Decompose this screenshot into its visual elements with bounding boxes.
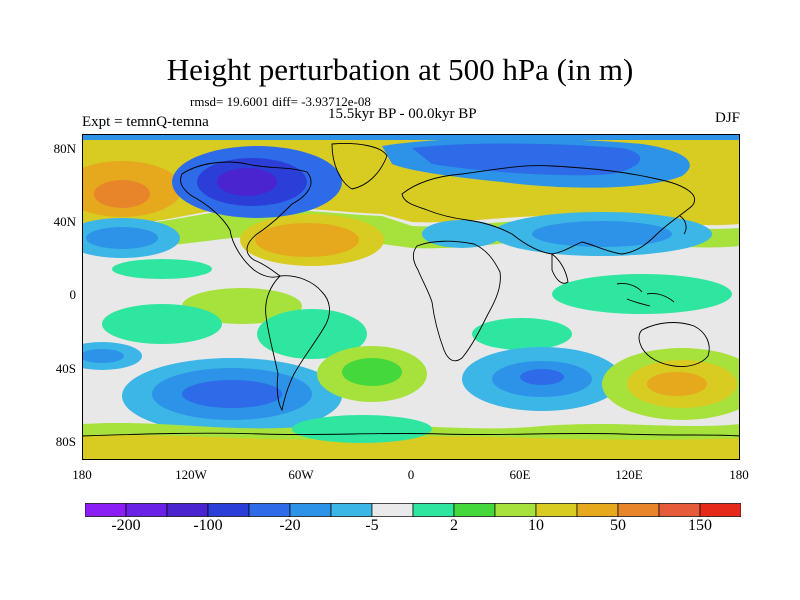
lat-tick: 80S (55, 434, 76, 449)
colorbar-label: 150 (688, 517, 712, 534)
colorbar (85, 503, 741, 517)
colorbar-label: -100 (193, 517, 223, 534)
lon-tick: 180 (72, 467, 92, 482)
lon-tick: 0 (407, 467, 415, 482)
lon-tick: 180 (729, 467, 749, 482)
colorbar-label: 50 (610, 517, 626, 534)
colorbar-label: 2 (450, 517, 458, 534)
lon-tick: 120W (175, 467, 207, 482)
colorbar-swatch (85, 503, 127, 517)
colorbar-swatch (330, 503, 373, 517)
colorbar-swatch (617, 503, 660, 517)
colorbar-label: -5 (365, 517, 379, 534)
lon-tick: 60W (288, 467, 314, 482)
colorbar-swatch (576, 503, 619, 517)
lat-tick: 40N (53, 214, 76, 229)
season-label: DJF (714, 110, 740, 126)
map-frame (82, 134, 740, 460)
lat-tick: 80N (53, 141, 76, 156)
colorbar-swatch (658, 503, 701, 517)
colorbar-label: -20 (279, 517, 301, 534)
colorbar-swatch (371, 503, 414, 517)
statistics-label: rmsd= 19.6001 diff= -3.93712e-08 (190, 94, 371, 109)
lon-tick: 60E (509, 467, 531, 482)
colorbar-swatch (535, 503, 578, 517)
contour-map (82, 134, 740, 460)
colorbar-swatch (166, 503, 209, 517)
coastlines (82, 143, 740, 437)
period-subtitle: 15.5kyr BP - 00.0kyr BP (328, 106, 477, 122)
colorbar-swatch (494, 503, 537, 517)
lat-tick: 0 (69, 287, 77, 302)
colorbar-swatch (248, 503, 291, 517)
colorbar-label: 10 (528, 517, 544, 534)
colorbar-swatch (453, 503, 496, 517)
lat-tick: 40S (55, 361, 76, 376)
plot-title: Height perturbation at 500 hPa (in m) (166, 52, 634, 87)
colorbar-swatch (289, 503, 332, 517)
colorbar-swatch (207, 503, 250, 517)
experiment-label: Expt = temnQ-temna (82, 114, 209, 130)
colorbar-swatch (412, 503, 455, 517)
colorbar-swatch (125, 503, 168, 517)
colorbar-swatch (699, 503, 741, 517)
colorbar-label: -200 (111, 517, 141, 534)
lon-tick: 120E (615, 467, 643, 482)
